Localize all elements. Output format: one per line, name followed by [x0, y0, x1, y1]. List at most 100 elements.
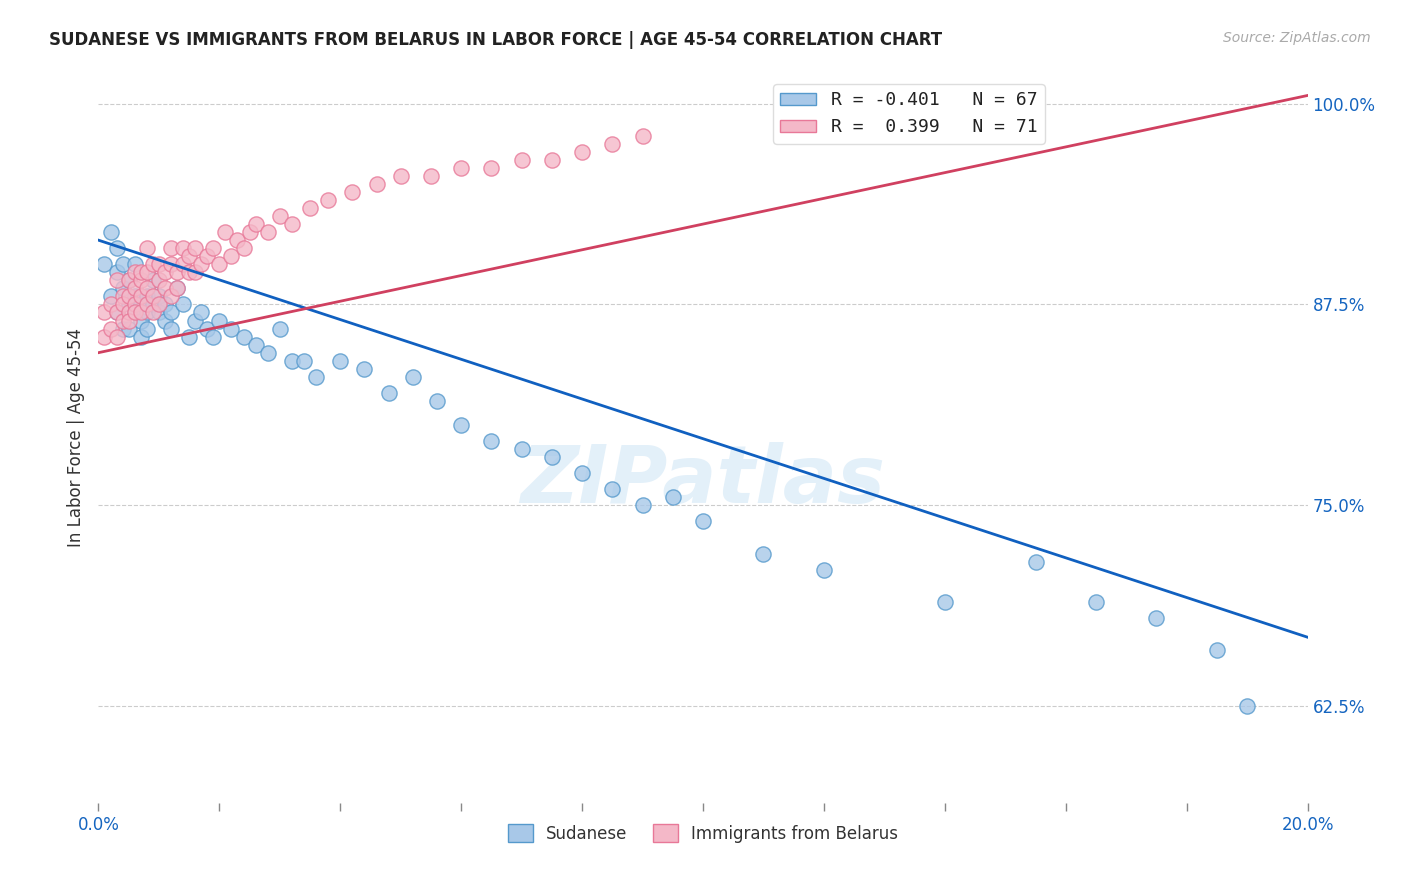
Point: [135, 289, 157, 303]
Point: [111, 281, 134, 295]
Point: [813, 563, 835, 577]
Point: [129, 265, 152, 279]
Point: [752, 547, 775, 561]
Point: [208, 313, 231, 327]
Point: [232, 241, 254, 255]
Point: [160, 241, 183, 255]
Point: [148, 289, 170, 303]
Point: [226, 233, 249, 247]
Point: [202, 329, 225, 343]
Point: [172, 241, 194, 255]
Point: [353, 361, 375, 376]
Point: [202, 241, 225, 255]
Point: [105, 265, 128, 279]
Point: [1236, 699, 1258, 714]
Point: [111, 321, 134, 335]
Point: [93, 305, 115, 319]
Point: [111, 313, 134, 327]
Point: [160, 257, 183, 271]
Point: [195, 321, 218, 335]
Point: [195, 249, 218, 263]
Point: [105, 305, 128, 319]
Point: [142, 289, 165, 303]
Point: [100, 321, 122, 335]
Point: [111, 289, 134, 303]
Point: [105, 241, 128, 255]
Point: [105, 305, 128, 319]
Point: [281, 217, 304, 231]
Point: [142, 257, 165, 271]
Y-axis label: In Labor Force | Age 45-54: In Labor Force | Age 45-54: [66, 327, 84, 547]
Point: [105, 273, 128, 287]
Point: [510, 442, 533, 457]
Point: [184, 265, 207, 279]
Point: [118, 321, 141, 335]
Point: [214, 225, 236, 239]
Point: [292, 353, 315, 368]
Point: [540, 450, 562, 465]
Point: [450, 161, 472, 175]
Point: [316, 193, 339, 207]
Point: [602, 136, 624, 151]
Point: [239, 225, 262, 239]
Point: [402, 369, 425, 384]
Point: [631, 499, 654, 513]
Point: [129, 329, 152, 343]
Point: [124, 297, 146, 311]
Point: [100, 297, 122, 311]
Point: [111, 297, 134, 311]
Point: [256, 345, 278, 359]
Point: [377, 385, 399, 400]
Point: [190, 257, 212, 271]
Point: [1144, 611, 1167, 625]
Point: [142, 297, 165, 311]
Point: [118, 273, 141, 287]
Point: [426, 393, 449, 408]
Point: [208, 257, 231, 271]
Point: [934, 595, 956, 609]
Point: [153, 313, 176, 327]
Point: [129, 305, 152, 319]
Point: [184, 241, 207, 255]
Point: [124, 289, 146, 303]
Point: [221, 321, 243, 335]
Point: [118, 273, 141, 287]
Point: [172, 297, 194, 311]
Point: [135, 281, 157, 295]
Point: [305, 369, 328, 384]
Point: [166, 281, 188, 295]
Point: [160, 321, 183, 335]
Point: [166, 265, 188, 279]
Point: [184, 313, 207, 327]
Point: [571, 467, 593, 481]
Legend: Sudanese, Immigrants from Belarus: Sudanese, Immigrants from Belarus: [502, 818, 904, 849]
Point: [153, 281, 176, 295]
Text: SUDANESE VS IMMIGRANTS FROM BELARUS IN LABOR FORCE | AGE 45-54 CORRELATION CHART: SUDANESE VS IMMIGRANTS FROM BELARUS IN L…: [49, 31, 942, 49]
Point: [481, 161, 503, 175]
Point: [160, 305, 183, 319]
Point: [142, 305, 165, 319]
Point: [256, 225, 278, 239]
Point: [135, 305, 157, 319]
Point: [93, 257, 115, 271]
Point: [93, 329, 115, 343]
Point: [692, 515, 714, 529]
Point: [329, 353, 352, 368]
Point: [245, 217, 267, 231]
Point: [366, 177, 388, 191]
Text: ZIPatlas: ZIPatlas: [520, 442, 886, 520]
Point: [179, 329, 201, 343]
Point: [100, 225, 122, 239]
Point: [124, 265, 146, 279]
Point: [118, 289, 141, 303]
Point: [631, 128, 654, 143]
Point: [661, 491, 683, 505]
Point: [124, 305, 146, 319]
Point: [481, 434, 503, 449]
Point: [172, 257, 194, 271]
Point: [142, 273, 165, 287]
Point: [124, 257, 146, 271]
Point: [1024, 555, 1046, 569]
Point: [129, 289, 152, 303]
Point: [135, 297, 157, 311]
